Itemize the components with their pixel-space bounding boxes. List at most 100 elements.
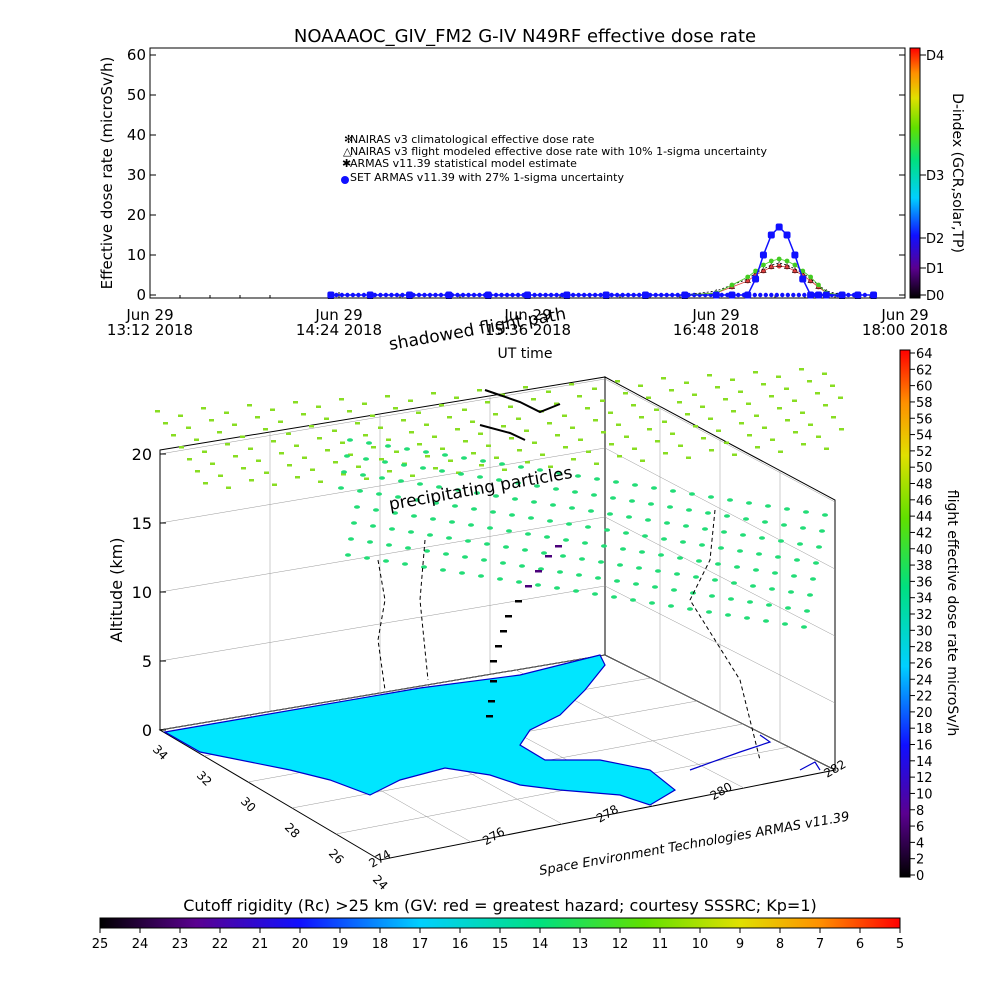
longitude-tick-label: 278 xyxy=(594,802,621,826)
flight-path-segment xyxy=(545,555,552,558)
latitude-tick-label: 26 xyxy=(326,846,347,867)
dose-cell-lower xyxy=(344,454,350,458)
dose-cell-upper xyxy=(309,425,314,428)
dose-cell-lower xyxy=(633,582,639,586)
altitude-tick-label: 5 xyxy=(142,652,152,671)
dose-cell-lower xyxy=(775,555,781,559)
dose-cell-upper xyxy=(723,398,728,401)
dose-cell-upper xyxy=(463,440,468,443)
dose-cell-lower xyxy=(519,564,525,568)
dose-cell-lower xyxy=(509,513,515,517)
dose-cell-upper xyxy=(339,398,344,401)
dose-cell-lower xyxy=(569,506,575,510)
dose-cell-upper xyxy=(716,429,721,432)
dose-cell-lower xyxy=(804,609,810,613)
top-y-tick-label: 60 xyxy=(127,46,146,64)
longitude-tick-label: 280 xyxy=(708,780,735,804)
dose-colorbar-tick-label: 30 xyxy=(916,624,933,639)
dose-cell-lower xyxy=(525,532,531,536)
top-y-tick-label: 0 xyxy=(136,286,146,304)
d-index-tick-label: D2 xyxy=(926,232,944,247)
dose-cell-upper xyxy=(171,434,176,437)
dose-cell-lower xyxy=(449,520,455,524)
dose-cell-lower xyxy=(620,547,626,551)
dose-cell-lower xyxy=(417,482,423,486)
dose-cell-upper xyxy=(546,390,551,393)
dose-cell-lower xyxy=(556,471,562,475)
dose-cell-upper xyxy=(631,404,636,407)
d-index-tick-label: D1 xyxy=(926,262,944,277)
legend-label-nairas-clim: NAIRAS v3 climatological effective dose … xyxy=(350,133,595,146)
d-index-label: D-index (GCR,solar,TP) xyxy=(949,93,965,253)
dose-cell-upper xyxy=(332,429,337,432)
dose-cell-upper xyxy=(516,417,521,420)
dose-cell-upper xyxy=(709,449,714,452)
dose-cell-upper xyxy=(730,378,735,381)
dose-colorbar-tick-label: 20 xyxy=(916,706,933,721)
dose-cell-upper xyxy=(585,407,590,410)
dose-cell-lower xyxy=(439,469,445,473)
dose-cell-upper xyxy=(578,438,583,441)
dose-cell-upper xyxy=(592,387,597,390)
dose-cell-lower xyxy=(582,541,588,545)
dose-cell-upper xyxy=(685,413,690,416)
dose-cell-upper xyxy=(272,483,277,486)
shadowed-flight-path xyxy=(479,389,561,441)
dose-cell-upper xyxy=(808,423,813,426)
dose-cell-lower xyxy=(360,473,366,477)
dose-cell-upper xyxy=(370,414,375,417)
dose-cell-lower xyxy=(610,496,616,500)
dose-cell-upper xyxy=(517,449,522,452)
dose-cell-lower xyxy=(430,517,436,521)
map-3d-panel: shadowed flight path precipitating parti… xyxy=(107,304,851,893)
dose-cell-lower xyxy=(604,528,610,532)
dose-cell-lower xyxy=(712,578,718,582)
dose-cell-upper xyxy=(401,419,406,422)
dose-cell-upper xyxy=(301,413,306,416)
dose-cell-upper xyxy=(824,447,829,450)
d-index-ticks: D4 D3 D2 D1 D0 xyxy=(920,49,944,304)
legend-marker-set-armas xyxy=(341,176,349,184)
dose-cell-upper xyxy=(823,404,828,407)
dose-cell-lower xyxy=(807,593,813,597)
d-index-tick-label: D0 xyxy=(926,289,944,304)
dose-cell-lower xyxy=(674,572,680,576)
dose-cell-lower xyxy=(446,536,452,540)
top-x-tick-date: Jun 29 xyxy=(125,306,173,324)
dose-cell-lower xyxy=(497,577,503,581)
d-index-colorbar xyxy=(909,47,921,299)
dose-cell-lower xyxy=(579,557,585,561)
dose-cell-lower xyxy=(803,510,809,514)
dose-cell-upper xyxy=(378,426,383,429)
cutoff-colorbar-tick-label: 9 xyxy=(736,937,744,952)
dose-colorbar-ticks: 6462605856545250484644424038363432302826… xyxy=(910,347,933,884)
flight-path-segment xyxy=(490,660,497,663)
dose-cell-upper xyxy=(661,377,666,380)
dose-cell-upper xyxy=(194,438,199,441)
flight-path-segment xyxy=(555,545,562,548)
dose-cell-upper xyxy=(424,423,429,426)
latitude-tick-label: 32 xyxy=(194,768,215,789)
dose-cell-upper xyxy=(226,486,231,489)
dose-cell-upper xyxy=(525,461,530,464)
dose-cell-upper xyxy=(647,428,652,431)
flight-altitude-traces xyxy=(377,509,761,761)
dose-cell-upper xyxy=(356,465,361,468)
dose-cell-lower xyxy=(728,597,734,601)
set-armas-baseline-point xyxy=(763,292,768,298)
flight-path-segment xyxy=(500,630,507,633)
altitude-tick-label: 0 xyxy=(142,721,152,740)
dose-cell-lower xyxy=(639,550,645,554)
dose-cell-lower xyxy=(784,507,790,511)
flight-path-segment xyxy=(535,570,542,573)
dose-colorbar-tick-label: 38 xyxy=(916,559,933,574)
dose-cell-upper xyxy=(255,416,260,419)
dose-colorbar-tick-label: 36 xyxy=(916,575,933,590)
dose-colorbar-tick-label: 62 xyxy=(916,363,933,378)
dose-cell-lower xyxy=(573,589,579,593)
nairas-flight-point: △ xyxy=(808,275,815,284)
cutoff-colorbar-tick-label: 7 xyxy=(816,937,824,952)
dose-cell-lower xyxy=(433,501,439,505)
dose-cell-upper xyxy=(785,419,790,422)
